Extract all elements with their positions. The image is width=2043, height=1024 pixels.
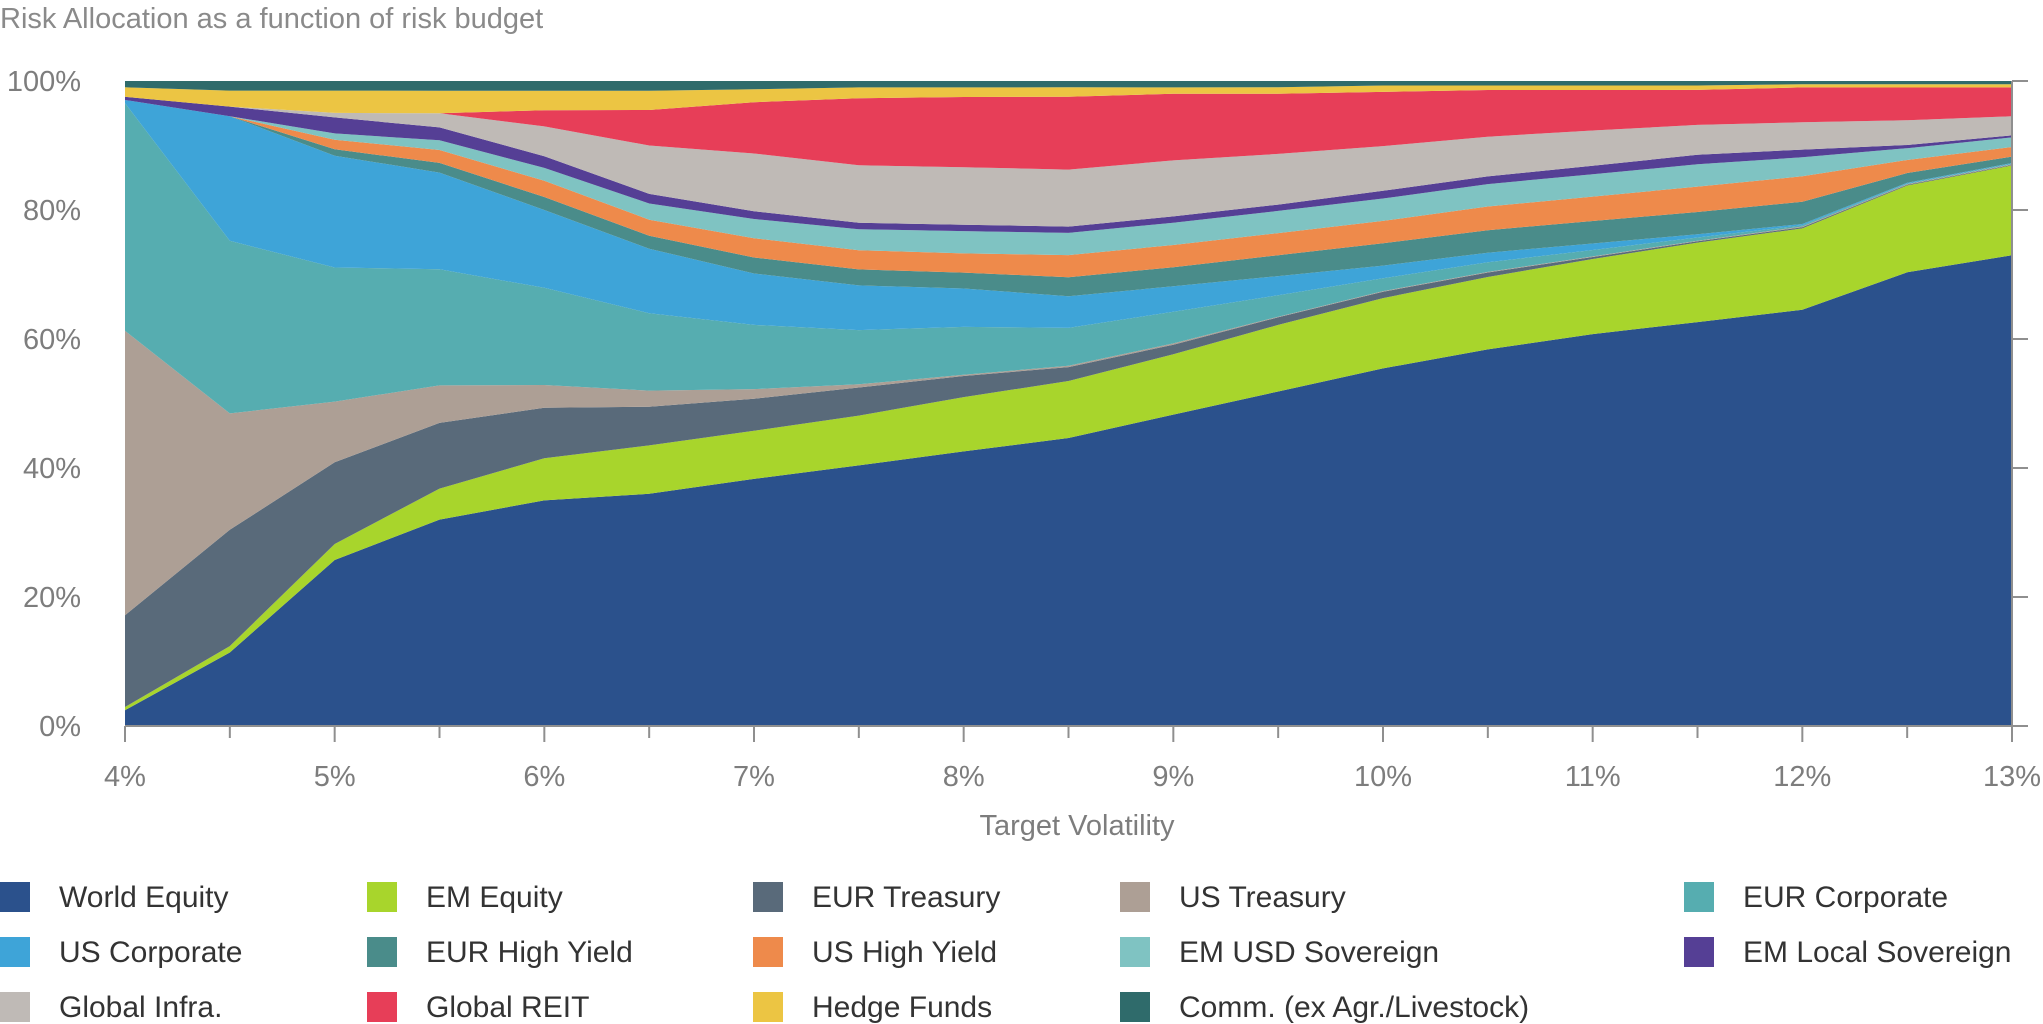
- legend-label: EUR Treasury: [812, 881, 1000, 914]
- y-tick-label: 100%: [7, 66, 81, 98]
- y-tick-label: 20%: [23, 582, 81, 614]
- legend-swatch: [1120, 882, 1150, 912]
- x-axis-label: Target Volatility: [979, 810, 1175, 842]
- legend-swatch: [0, 937, 30, 967]
- legend-label: EM USD Sovereign: [1179, 936, 1439, 969]
- legend-item: EM Local Sovereign: [1684, 936, 2011, 969]
- x-tick-label: 5%: [314, 761, 356, 793]
- area-series-3: [125, 164, 2012, 616]
- legend-item: US Treasury: [1120, 881, 1346, 914]
- area-series-11: [125, 87, 2012, 170]
- area-series-12: [125, 84, 2012, 114]
- legend-swatch: [753, 992, 783, 1022]
- y-tick-label: 40%: [23, 453, 81, 485]
- legend-label: World Equity: [59, 881, 229, 914]
- legend-swatch: [1684, 937, 1714, 967]
- x-tick-label: 6%: [523, 761, 565, 793]
- x-tick-label: 8%: [943, 761, 985, 793]
- legend-item: EM Equity: [367, 881, 563, 914]
- legend-item: US Corporate: [0, 936, 242, 969]
- legend-item: EUR High Yield: [367, 936, 633, 969]
- legend-item: EM USD Sovereign: [1120, 936, 1439, 969]
- legend-swatch: [367, 937, 397, 967]
- legend-item: Global Infra.: [0, 991, 222, 1024]
- x-tick-label: 12%: [1773, 761, 1831, 793]
- legend-swatch: [1120, 937, 1150, 967]
- legend-label: Global REIT: [426, 991, 589, 1024]
- legend-item: EUR Treasury: [753, 881, 1000, 914]
- area-layer: [125, 81, 2012, 726]
- legend-swatch: [753, 937, 783, 967]
- legend-item: Hedge Funds: [753, 991, 992, 1024]
- legend-swatch: [753, 882, 783, 912]
- x-tick-label: 4%: [104, 761, 146, 793]
- legend-label: Hedge Funds: [812, 991, 992, 1024]
- legend-swatch: [367, 992, 397, 1022]
- y-tick-label: 80%: [23, 195, 81, 227]
- legend-label: Comm. (ex Agr./Livestock): [1179, 991, 1529, 1024]
- area-series-13: [125, 81, 2012, 91]
- x-tick-label: 7%: [733, 761, 775, 793]
- legend-label: Global Infra.: [59, 991, 222, 1024]
- legend: World Equity EM Equity EUR Treasury US Trea…: [0, 881, 2011, 1024]
- legend-swatch: [0, 882, 30, 912]
- axes-layer: 4% 5% 6% 7% 8% 9% 10% 11% 12% 13% 0% 20% 40% 60% 80% 10…: [7, 66, 2041, 793]
- legend-swatch: [1120, 992, 1150, 1022]
- chart-title: Risk Allocation as a function of risk bu…: [0, 3, 543, 35]
- x-tick-label: 11%: [1565, 761, 1621, 793]
- legend-item: Comm. (ex Agr./Livestock): [1120, 991, 1529, 1024]
- area-series-1: [125, 165, 2012, 711]
- legend-label: EUR Corporate: [1743, 881, 1948, 914]
- area-series-8: [125, 100, 2012, 256]
- area-series-6: [125, 100, 2012, 297]
- legend-item: World Equity: [0, 881, 229, 914]
- legend-swatch: [367, 882, 397, 912]
- y-tick-label: 60%: [23, 324, 81, 356]
- x-tick-label: 9%: [1152, 761, 1194, 793]
- legend-label: US Treasury: [1179, 881, 1346, 914]
- legend-swatch: [0, 992, 30, 1022]
- area-series-9: [125, 96, 2012, 233]
- legend-label: US High Yield: [812, 936, 997, 969]
- y-tick-label: 0%: [39, 711, 81, 743]
- legend-item: EUR Corporate: [1684, 881, 1948, 914]
- area-series-4: [125, 103, 2012, 414]
- x-tick-label: 10%: [1354, 761, 1412, 793]
- legend-label: US Corporate: [59, 936, 242, 969]
- area-series-5: [125, 100, 2012, 331]
- area-series-2: [125, 164, 2012, 707]
- legend-item: US High Yield: [753, 936, 997, 969]
- area-series-0: [125, 255, 2012, 726]
- legend-swatch: [1684, 882, 1714, 912]
- area-series-10: [125, 96, 2012, 227]
- legend-label: EM Equity: [426, 881, 563, 914]
- legend-label: EM Local Sovereign: [1743, 936, 2011, 969]
- x-tick-label: 13%: [1983, 761, 2041, 793]
- legend-item: Global REIT: [367, 991, 589, 1024]
- legend-label: EUR High Yield: [426, 936, 633, 969]
